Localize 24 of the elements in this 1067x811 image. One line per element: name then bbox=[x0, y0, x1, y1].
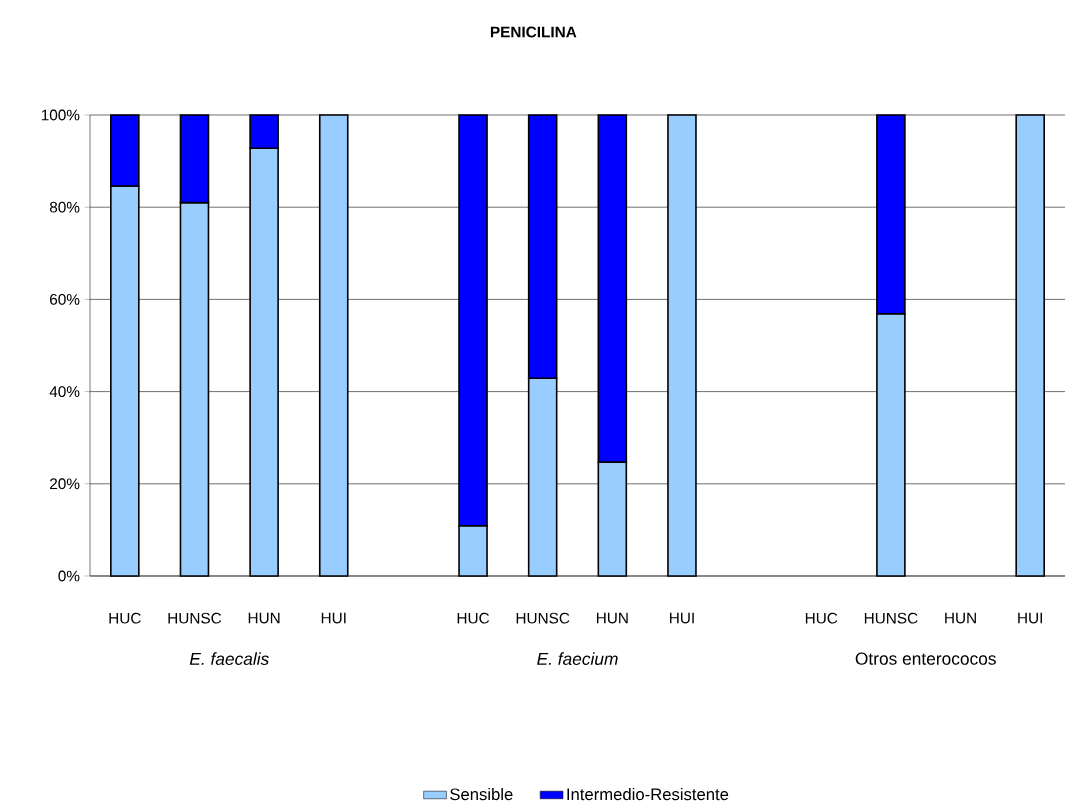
x-tick-label: HUI bbox=[670, 612, 694, 624]
y-tick-label: 0% bbox=[58, 570, 80, 582]
y-tick-label: 40% bbox=[49, 386, 80, 398]
x-tick-label: HUI bbox=[321, 612, 346, 624]
y-tick-label: 20% bbox=[50, 478, 80, 490]
x-tick-label: HUN bbox=[596, 612, 628, 624]
x-tick-label: HUNSC bbox=[864, 612, 918, 624]
y-tick-label: 60% bbox=[50, 293, 80, 305]
y-tick-label: 100% bbox=[41, 109, 80, 121]
legend-label: Intermedio-Resistente bbox=[567, 787, 729, 801]
x-tick-label: HUI bbox=[1018, 612, 1042, 624]
x-tick-label: HUC bbox=[457, 612, 490, 624]
x-tick-label: HUNSC bbox=[516, 612, 570, 624]
chart-title: PENICILINA bbox=[490, 26, 577, 38]
x-tick-label: HUNSC bbox=[168, 612, 222, 624]
x-tick-label: HUN bbox=[248, 612, 280, 624]
text: Otros enterococos bbox=[855, 652, 996, 665]
x-tick-label: HUC bbox=[109, 612, 141, 624]
legend-label: Sensible bbox=[450, 787, 513, 801]
y-tick-label: 80% bbox=[49, 201, 80, 213]
text: E. faecalis bbox=[189, 652, 269, 666]
text: E. faecium bbox=[537, 652, 618, 666]
x-tick-label: HUN bbox=[945, 612, 976, 624]
x-tick-label: HUC bbox=[805, 612, 838, 624]
